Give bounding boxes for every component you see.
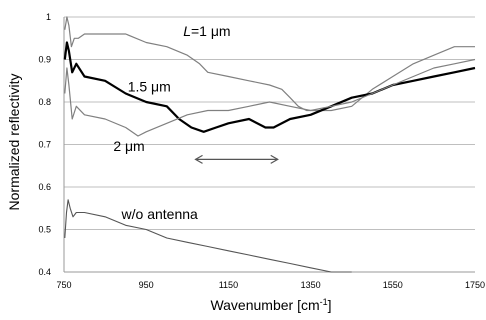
series-line-1 xyxy=(63,41,476,133)
y-tick-label-5: 0.9 xyxy=(38,55,51,65)
y-tick-label-2: 0.6 xyxy=(38,182,51,192)
x-tick-label-1: 950 xyxy=(139,280,154,290)
arrow-head-left xyxy=(194,154,203,164)
x-tick-label-2: 1150 xyxy=(219,280,238,290)
series-line-0 xyxy=(64,16,475,112)
annotation-1: 1.5 μm xyxy=(128,78,171,94)
series-annotations: L=1 μm 1.5 μm 2 μm w/o antenna xyxy=(113,23,230,222)
x-tick-label-4: 1550 xyxy=(383,280,403,290)
x-tick-label-5: 1750 xyxy=(465,280,485,290)
arrow-head-right xyxy=(270,154,279,164)
annotation-2: 2 μm xyxy=(113,138,144,154)
annotation-0: L=1 μm xyxy=(183,23,230,39)
y-tick-label-0: 0.4 xyxy=(38,267,51,277)
x-tick-label-3: 1350 xyxy=(301,280,321,290)
x-axis-title: Wavenumber [cm-1] xyxy=(210,297,331,313)
series-line-2 xyxy=(64,58,476,137)
range-arrow xyxy=(194,154,279,164)
x-tick-label-0: 750 xyxy=(56,280,71,290)
annotation-3: w/o antenna xyxy=(121,206,198,222)
y-tick-label-3: 0.7 xyxy=(38,140,51,150)
y-axis-tick-labels: 0.4 0.5 0.6 0.7 0.8 0.9 1 xyxy=(38,12,51,277)
y-tick-label-6: 1 xyxy=(46,12,51,22)
y-tick-label-4: 0.8 xyxy=(38,97,51,107)
x-axis-tick-labels: 750 950 1150 1350 1550 1750 xyxy=(56,280,485,290)
y-tick-label-1: 0.5 xyxy=(38,225,51,235)
y-axis-title: Normalized reflectivity xyxy=(6,74,22,211)
plot-frame xyxy=(63,17,475,273)
data-series xyxy=(63,16,476,273)
series-line-3 xyxy=(64,199,352,273)
